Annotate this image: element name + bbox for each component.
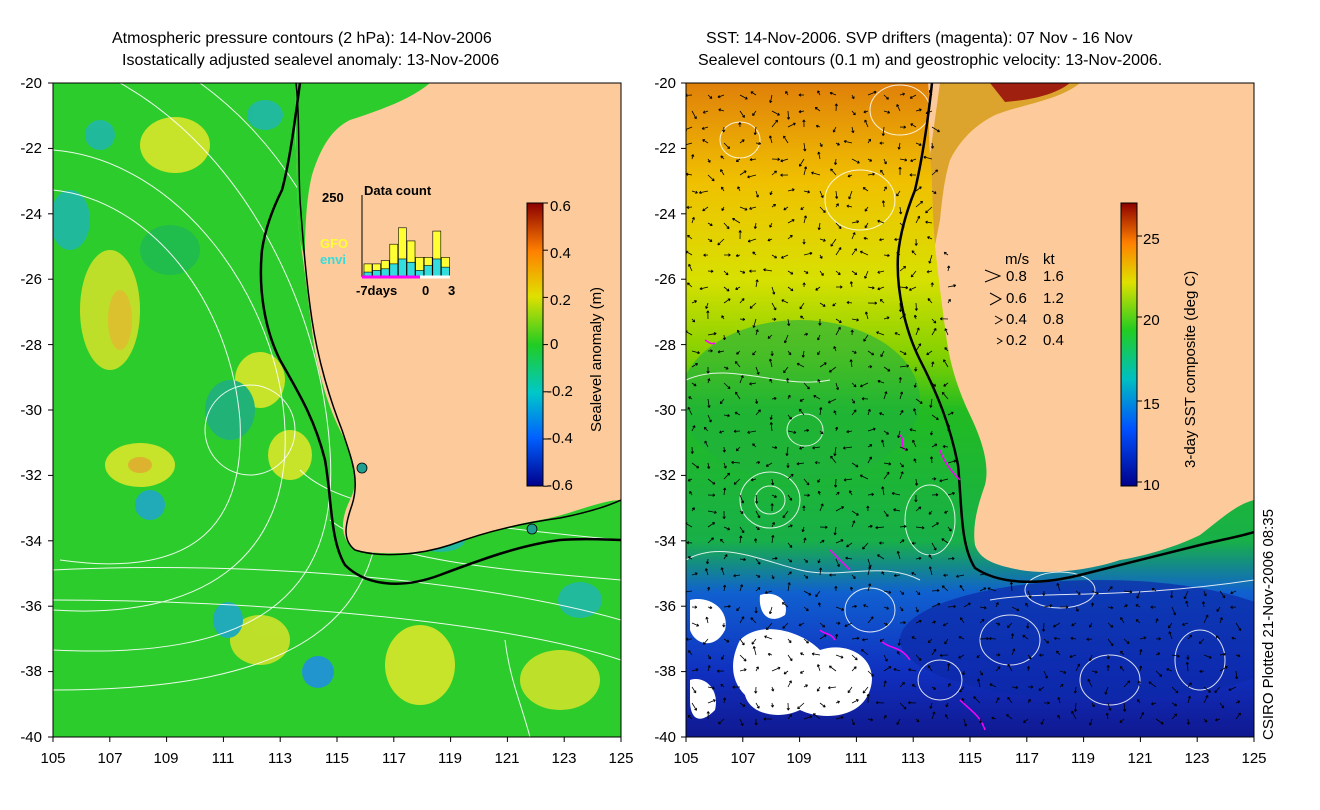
left-title-line1: Atmospheric pressure contours (2 hPa): 1… (112, 30, 492, 47)
left-x-tick-117: 117 (382, 750, 406, 767)
right-y-tick-22: -22 (654, 140, 676, 157)
sla-colorbar (526, 202, 544, 487)
velocity-legend-ms-header: m/s (1005, 251, 1030, 268)
left-x-tick-107: 107 (97, 750, 123, 767)
inset-x-label-zero: 0 (422, 283, 430, 298)
left-y-tick-30: -30 (20, 402, 42, 419)
inset-envi-bar (423, 265, 433, 278)
sst-tick-20: 20 (1143, 312, 1160, 329)
sst-tick-10: 10 (1143, 477, 1160, 494)
velocity-legend-row4-ms: 0.2 (1006, 332, 1027, 349)
left-map (53, 83, 621, 737)
sst-colorbar (1120, 202, 1138, 487)
inset-envi-bar (398, 258, 407, 278)
right-x-tick-113: 113 (901, 750, 925, 767)
left-y-tick-26: -26 (20, 271, 42, 288)
right-y-tick-26: -26 (654, 271, 676, 288)
left-x-tick-111: 111 (211, 750, 235, 767)
sla-colorbar-label: Sealevel anomaly (m) (588, 286, 605, 432)
right-x-tick-117: 117 (1015, 750, 1039, 767)
right-title-line1: SST: 14-Nov-2006. SVP drifters (magenta)… (706, 30, 1133, 47)
velocity-legend-arrows (984, 269, 1004, 345)
inset-legend-gfo: GFO (320, 236, 349, 251)
left-y-tick-22: -22 (20, 140, 42, 157)
sla-tick-m0.2: -0.2 (547, 383, 573, 400)
velocity-legend-row2-ms: 0.6 (1006, 290, 1027, 307)
right-x-tick-105: 105 (673, 750, 699, 767)
velocity-legend-row2-kt: 1.2 (1043, 290, 1064, 307)
velocity-legend-row3-ms: 0.4 (1006, 311, 1027, 328)
sla-tick-0.6: 0.6 (550, 198, 571, 215)
left-title-line2: Isostatically adjusted sealevel anomaly:… (122, 52, 500, 69)
right-x-tick-121: 121 (1127, 750, 1153, 767)
sla-tick-m0.6: -0.6 (547, 477, 573, 494)
inset-envi-bar (432, 258, 442, 278)
inset-legend-envi: envi (320, 252, 347, 267)
inset-envi-bar (406, 261, 416, 278)
left-x-tick-115: 115 (325, 750, 349, 767)
right-y-tick-40: -40 (654, 729, 676, 746)
right-x-tick-115: 115 (958, 750, 982, 767)
right-x-tick-125: 125 (1241, 750, 1267, 767)
velocity-legend-kt-header: kt (1043, 251, 1055, 268)
credit-text: CSIRO Plotted 21-Nov-2006 08:35 (1260, 509, 1277, 740)
sst-tick-25: 25 (1143, 231, 1160, 248)
right-x-tick-111: 111 (844, 750, 868, 767)
sst-tick-15: 15 (1143, 396, 1160, 413)
right-y-tick-28: -28 (654, 337, 676, 354)
left-x-tick-113: 113 (268, 750, 292, 767)
left-y-tick-38: -38 (20, 663, 42, 680)
right-y-tick-32: -32 (654, 467, 676, 484)
velocity-legend-row1-ms: 0.8 (1006, 268, 1027, 285)
inset-max-label: 250 (322, 190, 344, 205)
inset-x-label-end: 3 (448, 283, 456, 298)
right-y-tick-30: -30 (654, 402, 676, 419)
sla-tick-0.4: 0.4 (550, 245, 571, 262)
right-x-tick-123: 123 (1184, 750, 1210, 767)
right-y-tick-36: -36 (654, 598, 676, 615)
right-map (686, 83, 1254, 737)
inset-title: Data count (364, 183, 432, 198)
inset-x-label-start: -7days (356, 283, 398, 298)
sst-colorbar-label: 3-day SST composite (deg C) (1182, 270, 1199, 468)
left-y-tick-36: -36 (20, 598, 42, 615)
left-y-tick-32: -32 (20, 467, 42, 484)
right-y-tick-34: -34 (654, 533, 676, 550)
data-count-inset (363, 227, 450, 278)
left-y-tick-20: -20 (20, 75, 42, 92)
left-y-tick-24: -24 (20, 206, 42, 223)
right-y-tick-20: -20 (654, 75, 676, 92)
right-y-tick-38: -38 (654, 663, 676, 680)
velocity-legend-row1-kt: 1.6 (1043, 268, 1064, 285)
left-x-tick-121: 121 (494, 750, 520, 767)
left-y-tick-40: -40 (20, 729, 42, 746)
right-x-tick-119: 119 (1071, 750, 1095, 767)
right-title-line2: Sealevel contours (0.1 m) and geostrophi… (698, 52, 1163, 69)
inset-envi-bar (389, 263, 399, 278)
left-y-tick-28: -28 (20, 337, 42, 354)
left-y-tick-34: -34 (20, 533, 42, 550)
sla-tick-0.2: 0.2 (550, 292, 571, 309)
velocity-legend-row3-kt: 0.8 (1043, 311, 1064, 328)
left-x-tick-125: 125 (608, 750, 634, 767)
sla-tick-m0.4: -0.4 (547, 430, 573, 447)
left-x-tick-123: 123 (551, 750, 577, 767)
left-x-tick-119: 119 (438, 750, 462, 767)
left-x-tick-105: 105 (40, 750, 66, 767)
right-y-tick-24: -24 (654, 206, 676, 223)
right-x-tick-109: 109 (786, 750, 812, 767)
sla-tick-0: 0 (550, 336, 559, 353)
left-x-tick-109: 109 (153, 750, 179, 767)
velocity-legend-row4-kt: 0.4 (1043, 332, 1064, 349)
right-x-tick-107: 107 (730, 750, 756, 767)
